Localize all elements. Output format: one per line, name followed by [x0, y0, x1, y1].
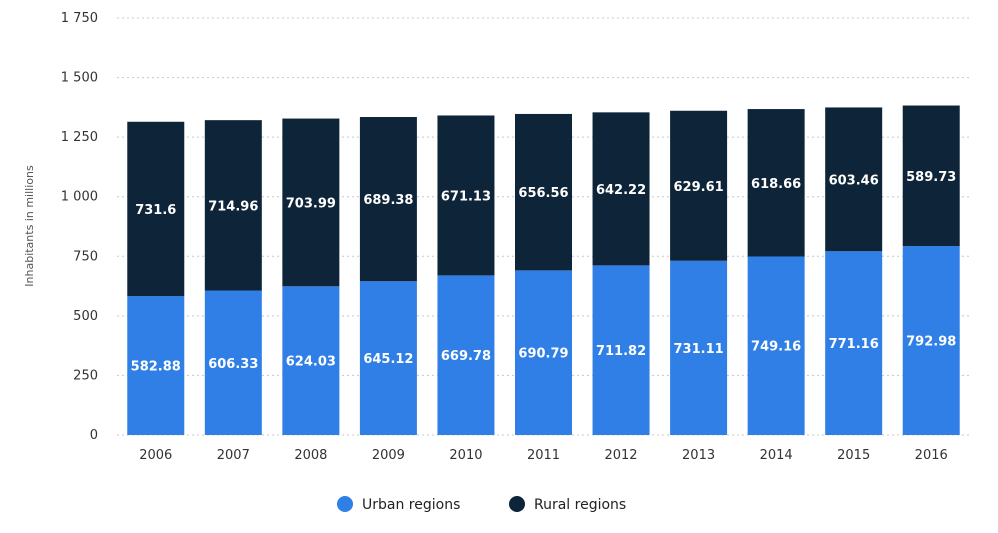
bar-rural-2014 — [747, 109, 805, 257]
bar-rural-2010 — [437, 115, 495, 276]
data-label-rural-2014: 618.66 — [751, 177, 801, 192]
bar-rural-2007 — [204, 120, 262, 291]
bar-urban-2009 — [359, 281, 417, 435]
bar-rural-2013 — [670, 110, 728, 261]
y-tick-label: 0 — [90, 428, 98, 443]
bar-rural-2011 — [515, 113, 572, 271]
bar-rural-2016 — [902, 105, 960, 247]
x-tick-label: 2011 — [527, 448, 560, 463]
x-tick-label: 2015 — [837, 448, 870, 463]
x-tick-label: 2009 — [372, 448, 405, 463]
y-tick-label: 1 250 — [61, 130, 98, 145]
data-label-urban-2009: 645.12 — [363, 352, 413, 367]
bar-rural-2009 — [359, 117, 417, 282]
data-labels: 582.88 731.6 606.33 714.96 624.03 703.99 645.1… — [131, 170, 957, 375]
data-label-rural-2010: 671.13 — [441, 189, 491, 204]
data-label-rural-2009: 689.38 — [363, 193, 413, 208]
data-label-rural-2011: 656.56 — [518, 186, 568, 201]
x-tick-label: 2010 — [449, 448, 482, 463]
x-tick-label: 2008 — [294, 448, 327, 463]
data-label-urban-2016: 792.98 — [906, 335, 956, 350]
bar-urban-2013 — [670, 260, 728, 435]
data-label-urban-2011: 690.79 — [518, 347, 568, 362]
bars — [127, 105, 960, 435]
y-axis-ticks: 0 250 500 750 1 000 1 250 1 500 1 750 — [61, 11, 98, 443]
data-label-rural-2007: 714.96 — [208, 199, 258, 214]
y-axis-label: Inhabitants in millions — [23, 165, 36, 287]
bar-urban-2010 — [437, 275, 495, 435]
legend-item-urban[interactable]: Urban regions — [337, 496, 460, 513]
data-label-rural-2013: 629.61 — [674, 180, 724, 195]
data-label-rural-2006: 731.6 — [135, 203, 176, 218]
y-tick-label: 750 — [73, 249, 98, 264]
legend-item-rural[interactable]: Rural regions — [509, 496, 626, 513]
x-tick-label: 2007 — [217, 448, 250, 463]
legend-marker — [509, 496, 525, 512]
data-label-urban-2008: 624.03 — [286, 355, 336, 370]
data-label-urban-2010: 669.78 — [441, 349, 491, 364]
bar-rural-2015 — [825, 107, 883, 252]
y-tick-label: 1 000 — [61, 190, 98, 205]
y-tick-label: 500 — [73, 309, 98, 324]
x-tick-label: 2006 — [139, 448, 172, 463]
bar-rural-2012 — [592, 112, 650, 266]
legend: Urban regions Rural regions — [337, 496, 626, 513]
data-label-rural-2008: 703.99 — [286, 196, 336, 211]
bar-urban-2014 — [747, 256, 805, 435]
data-label-urban-2006: 582.88 — [131, 360, 181, 375]
x-tick-label: 2013 — [682, 448, 715, 463]
bar-urban-2006 — [127, 296, 185, 435]
bar-urban-2007 — [204, 290, 262, 435]
data-label-rural-2012: 642.22 — [596, 183, 646, 198]
data-label-rural-2016: 589.73 — [906, 170, 956, 185]
x-axis-ticks: 2006 2007 2008 2009 2010 2011 2012 2013 2014 2015… — [139, 448, 948, 463]
bar-urban-2011 — [515, 270, 572, 435]
data-label-rural-2015: 603.46 — [829, 173, 879, 188]
bar-urban-2016 — [902, 246, 960, 435]
data-label-urban-2014: 749.16 — [751, 340, 801, 355]
y-tick-label: 250 — [73, 368, 98, 383]
bar-urban-2015 — [825, 251, 883, 435]
x-tick-label: 2016 — [915, 448, 948, 463]
legend-label: Rural regions — [534, 497, 626, 513]
legend-label: Urban regions — [362, 497, 460, 513]
data-label-urban-2007: 606.33 — [208, 357, 258, 372]
bar-rural-2006 — [127, 121, 185, 297]
bar-rural-2008 — [282, 118, 340, 287]
data-label-urban-2015: 771.16 — [829, 337, 879, 352]
data-label-urban-2013: 731.11 — [674, 342, 724, 357]
bar-urban-2012 — [592, 265, 650, 435]
y-tick-label: 1 500 — [61, 71, 98, 86]
x-tick-label: 2012 — [604, 448, 637, 463]
data-label-urban-2012: 711.82 — [596, 344, 646, 359]
y-tick-label: 1 750 — [61, 11, 98, 26]
bar-urban-2008 — [282, 286, 340, 435]
x-tick-label: 2014 — [760, 448, 793, 463]
legend-marker — [337, 496, 353, 512]
